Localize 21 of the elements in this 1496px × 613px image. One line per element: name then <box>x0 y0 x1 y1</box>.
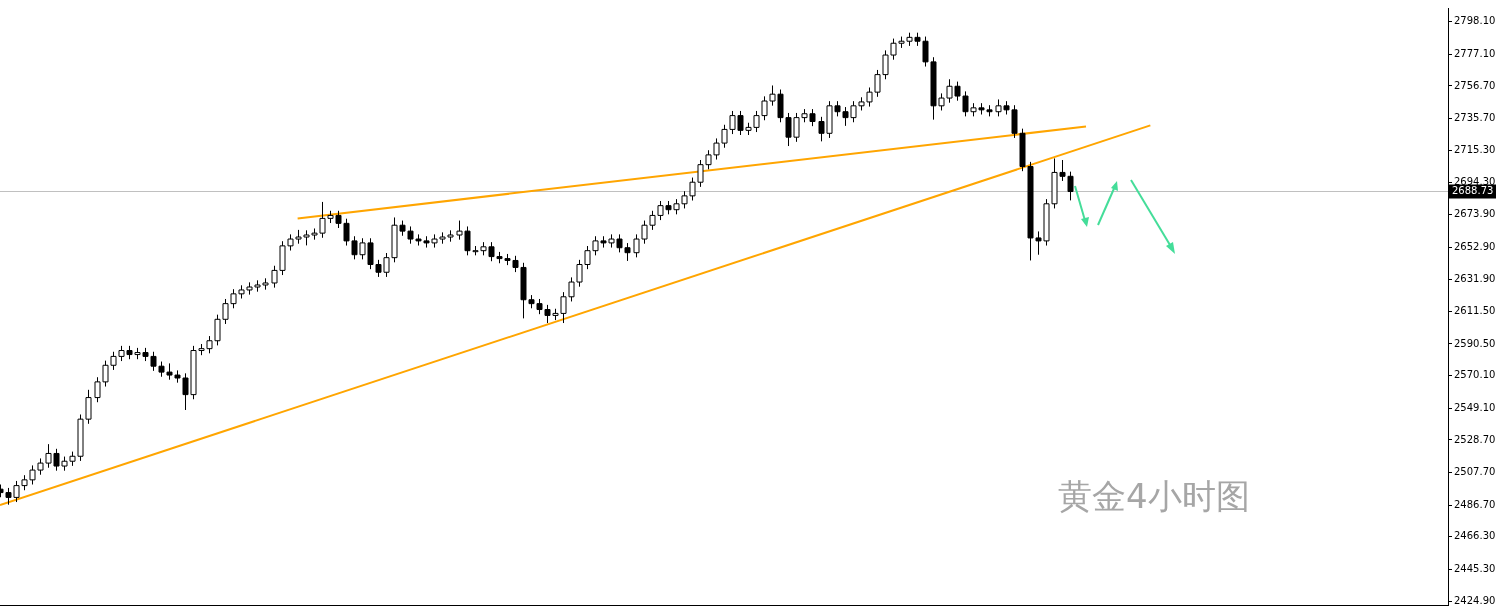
y-tick-label: 2445.30 <box>1454 563 1496 575</box>
y-tick-label: 2652.90 <box>1454 240 1496 252</box>
y-tick-label: 2590.50 <box>1454 337 1496 349</box>
y-tick-label: 2673.90 <box>1454 208 1496 220</box>
annotation: 黄金4小时图 <box>1058 475 1250 518</box>
y-tick-label: 2570.10 <box>1454 369 1496 381</box>
ref-line-label: 2688.73 <box>1452 185 1494 197</box>
y-tick-label: 2549.10 <box>1454 401 1496 413</box>
y-tick-label: 2466.30 <box>1454 530 1496 542</box>
y-tick-label: 2798.10 <box>1454 15 1496 27</box>
y-tick-label: 2694.30 <box>1454 176 1496 188</box>
y-tick-label: 2756.70 <box>1454 79 1496 91</box>
y-tick-label: 2611.50 <box>1454 304 1496 316</box>
y-tick-label: 2528.70 <box>1454 433 1496 445</box>
y-tick-label: 2507.70 <box>1454 466 1496 478</box>
y-tick-label: 2486.70 <box>1454 498 1496 510</box>
y-tick-label: 2777.10 <box>1454 47 1496 59</box>
y-tick-label: 2715.30 <box>1454 143 1496 155</box>
y-tick-label: 2424.90 <box>1454 594 1496 606</box>
y-tick-label: 2631.90 <box>1454 273 1496 285</box>
y-tick-label: 2735.70 <box>1454 112 1496 124</box>
